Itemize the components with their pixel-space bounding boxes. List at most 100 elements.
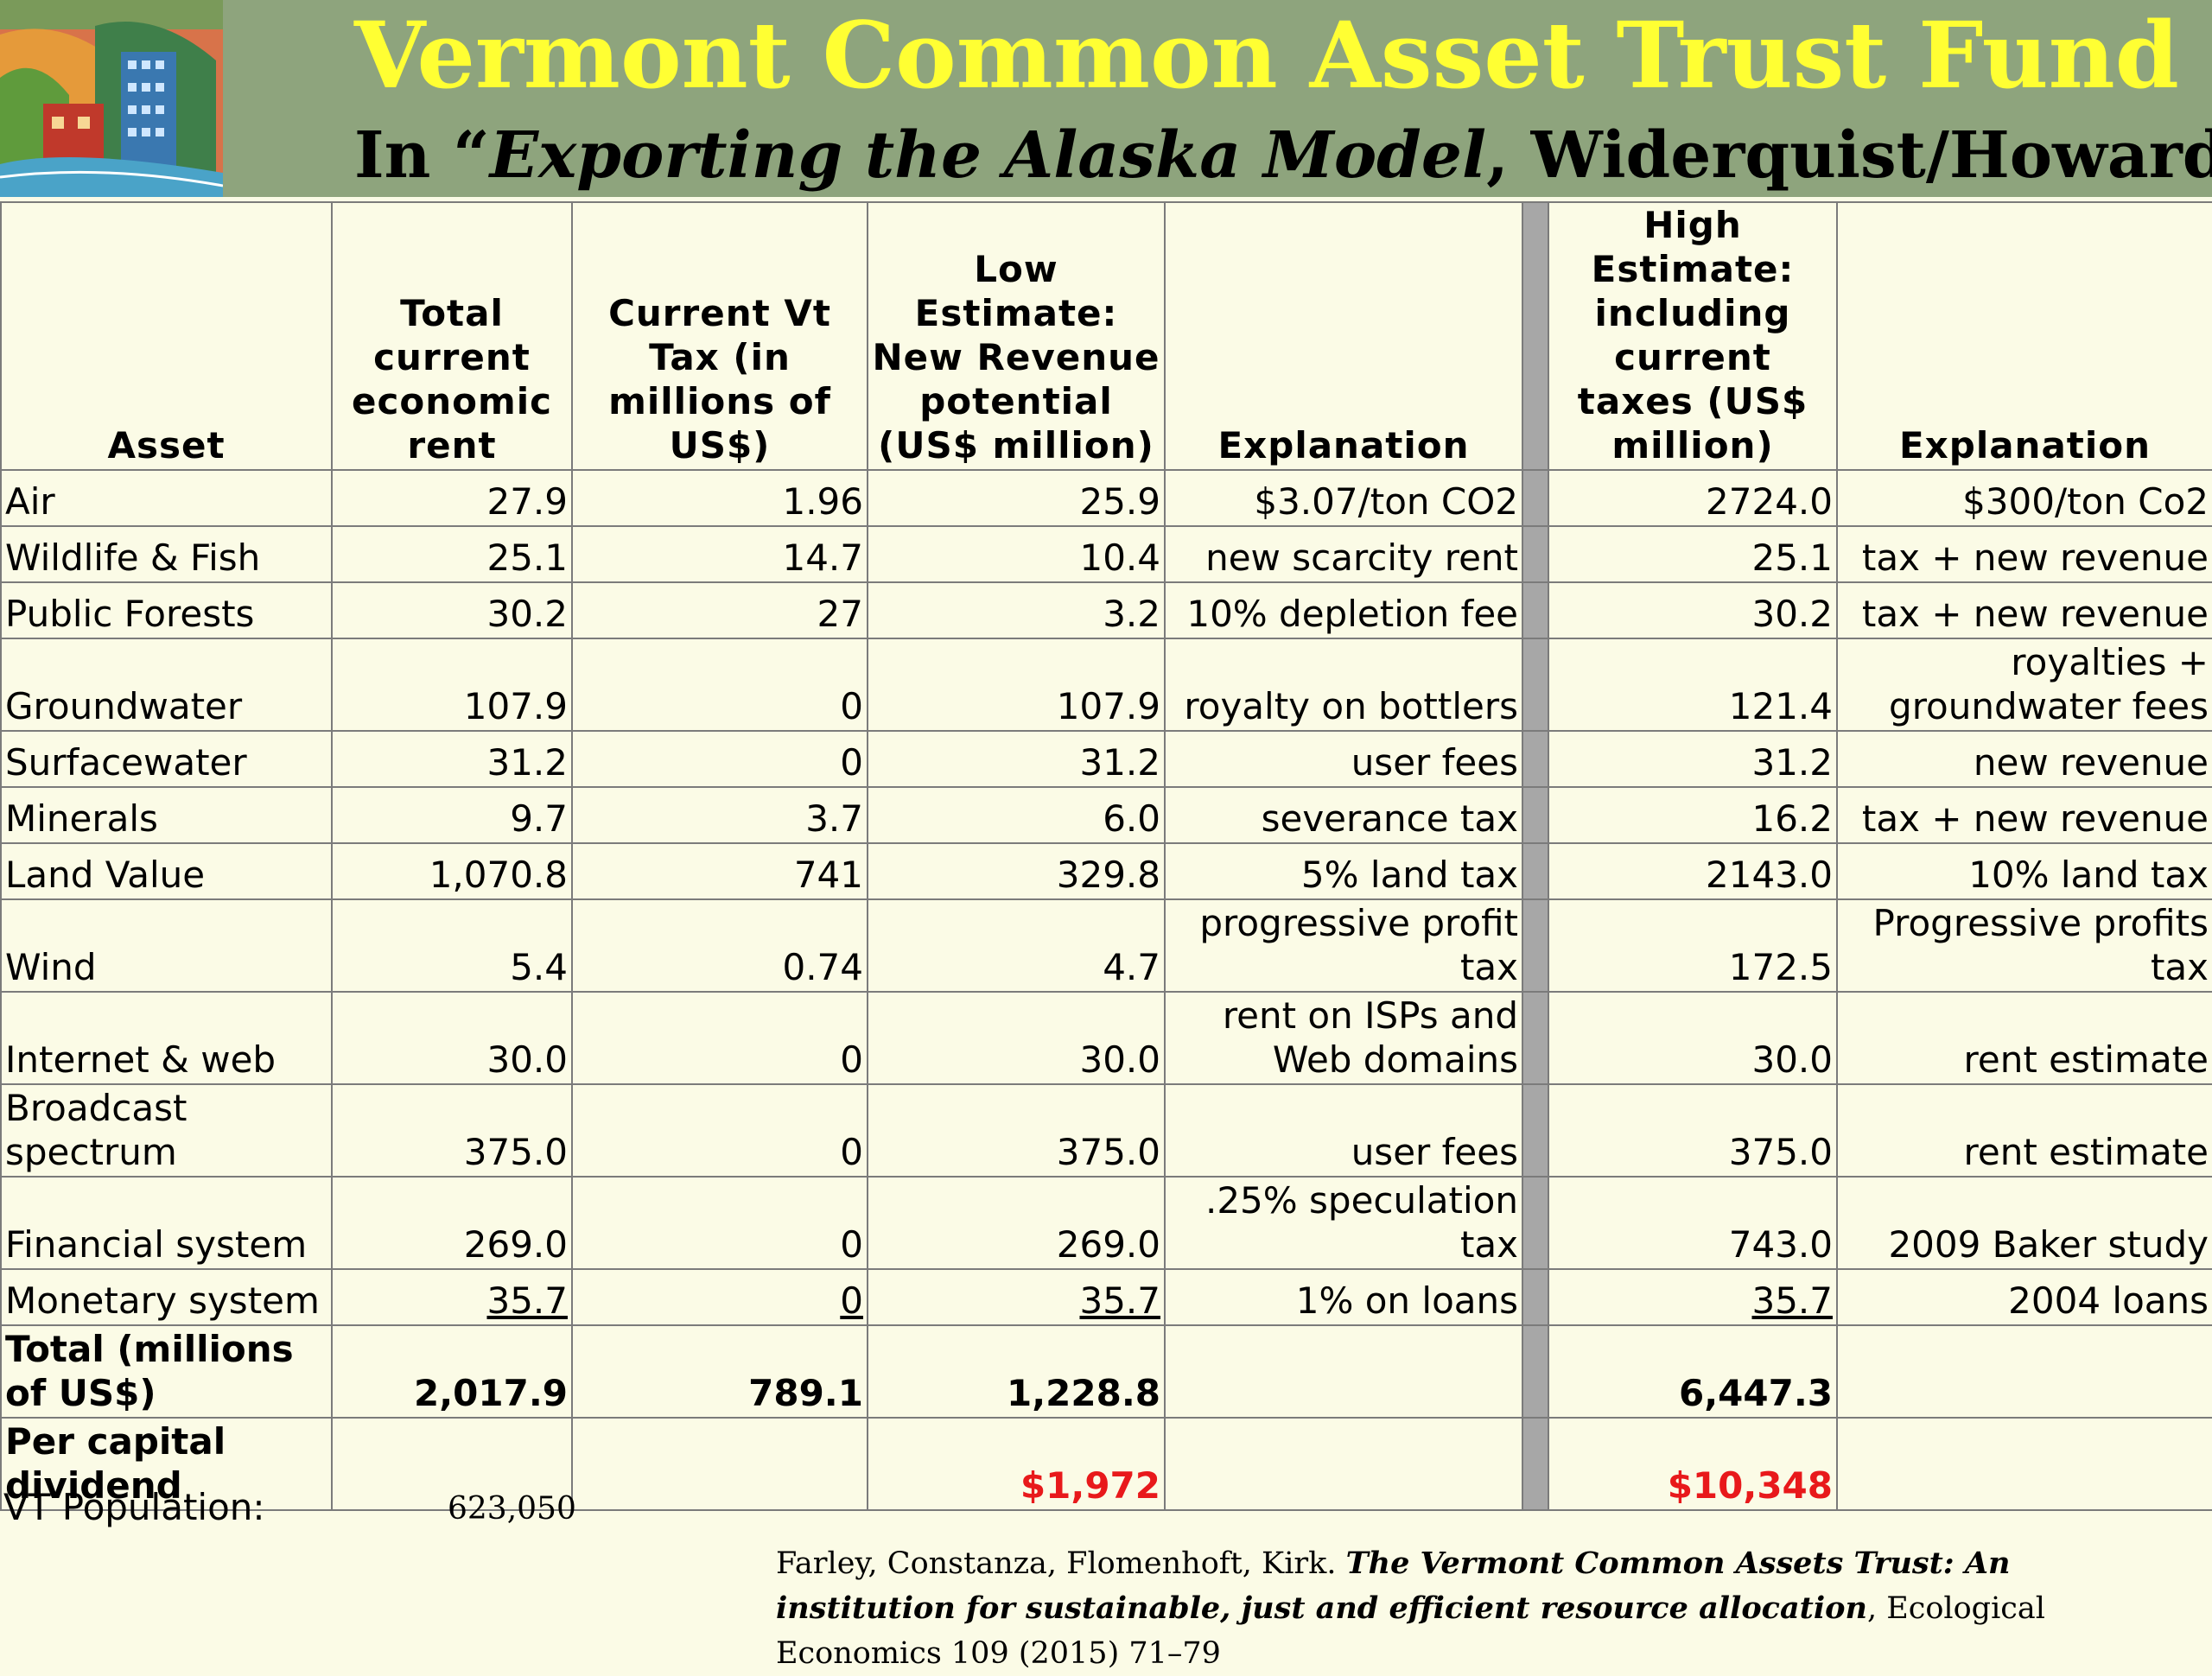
tax-cell: 0 — [571, 991, 868, 1085]
table-row: Financial system 269.0 0 269.0 .25% spec… — [0, 1176, 2212, 1270]
low-explanation-cell: user fees — [1164, 1083, 1523, 1178]
tax-cell: 0 — [571, 638, 868, 732]
column-separator — [1522, 842, 1549, 900]
table-row: Surfacewater 31.2 0 31.2 user fees 31.2 … — [0, 730, 2212, 788]
low-explanation-cell: 10% depletion fee — [1164, 581, 1523, 639]
table-row: Minerals 9.7 3.7 6.0 severance tax 16.2 … — [0, 786, 2212, 844]
high-estimate-cell: 35.7 — [1548, 1268, 1838, 1326]
column-header: High Estimate: including current taxes (… — [1548, 201, 1838, 471]
rent-cell: 27.9 — [331, 469, 573, 527]
tax-cell: 27 — [571, 581, 868, 639]
high-explanation-cell: 2009 Baker study — [1836, 1176, 2212, 1270]
column-separator — [1522, 525, 1549, 583]
total-row: Total (millions of US$) 2,017.9 789.1 1,… — [0, 1324, 2212, 1419]
high-estimate-cell: 375.0 — [1548, 1083, 1838, 1178]
low-estimate-cell: 329.8 — [867, 842, 1166, 900]
column-header: Asset — [0, 201, 333, 471]
low-estimate-cell: 269.0 — [867, 1176, 1166, 1270]
high-estimate-cell: 30.2 — [1548, 581, 1838, 639]
total-low-explanation — [1164, 1324, 1523, 1419]
rent-cell: 269.0 — [331, 1176, 573, 1270]
high-explanation-cell: rent estimate — [1836, 1083, 2212, 1178]
high-estimate-cell: 743.0 — [1548, 1176, 1838, 1270]
total-high-explanation — [1836, 1324, 2212, 1419]
tax-cell: 1.96 — [571, 469, 868, 527]
high-estimate-cell: 172.5 — [1548, 898, 1838, 993]
low-estimate-cell: 25.9 — [867, 469, 1166, 527]
column-separator — [1522, 991, 1549, 1085]
high-explanation-cell: tax + new revenue — [1836, 581, 2212, 639]
tax-cell: 741 — [571, 842, 868, 900]
dividend-tax — [571, 1417, 868, 1511]
low-estimate-cell: 3.2 — [867, 581, 1166, 639]
low-estimate-cell: 107.9 — [867, 638, 1166, 732]
high-explanation-cell: royalties + groundwater fees — [1836, 638, 2212, 732]
total-high-estimate: 6,447.3 — [1548, 1324, 1838, 1419]
high-explanation-cell: $300/ton Co2 — [1836, 469, 2212, 527]
column-header: Explanation — [1836, 201, 2212, 471]
low-explanation-cell: rent on ISPs and Web domains — [1164, 991, 1523, 1085]
dividend-rent — [331, 1417, 573, 1511]
asset-table: Asset Total current economic rent Curren… — [0, 201, 2212, 1511]
low-explanation-cell: new scarcity rent — [1164, 525, 1523, 583]
subtitle-prefix: In “ — [354, 118, 490, 193]
table-row: Internet & web 30.0 0 30.0 rent on ISPs … — [0, 991, 2212, 1085]
population-value: 623,050 — [448, 1491, 576, 1527]
rent-cell: 31.2 — [331, 730, 573, 788]
column-separator — [1522, 786, 1549, 844]
page-title: Vermont Common Asset Trust Fund — [354, 1, 2179, 109]
rent-cell: 35.7 — [331, 1268, 573, 1326]
total-low-estimate: 1,228.8 — [867, 1324, 1166, 1419]
low-estimate-cell: 6.0 — [867, 786, 1166, 844]
low-explanation-cell: 1% on loans — [1164, 1268, 1523, 1326]
table-row: Air 27.9 1.96 25.9 $3.07/ton CO2 2724.0 … — [0, 469, 2212, 527]
column-separator — [1522, 201, 1549, 471]
population-label: VT Population: — [3, 1486, 265, 1528]
high-estimate-cell: 16.2 — [1548, 786, 1838, 844]
high-explanation-cell: new revenue — [1836, 730, 2212, 788]
subtitle-italic: Exporting the Alaska Model — [489, 118, 1487, 193]
low-estimate-cell: 4.7 — [867, 898, 1166, 993]
tax-cell: 0 — [571, 1268, 868, 1326]
citation-authors: Farley, Constanza, Flomenhoft, Kirk. — [776, 1546, 1346, 1581]
column-separator — [1522, 1268, 1549, 1326]
asset-cell: Air — [0, 469, 333, 527]
column-separator — [1522, 1083, 1549, 1178]
table-row: Monetary system 35.7 0 35.7 1% on loans … — [0, 1268, 2212, 1326]
tax-cell: 0 — [571, 730, 868, 788]
high-explanation-cell: tax + new revenue — [1836, 525, 2212, 583]
dividend-low-estimate: $1,972 — [867, 1417, 1166, 1511]
page-subtitle: In “Exporting the Alaska Model, Widerqui… — [354, 114, 2212, 197]
dividend-high-explanation — [1836, 1417, 2212, 1511]
total-label: Total (millions of US$) — [0, 1324, 333, 1419]
citation: Farley, Constanza, Flomenhoft, Kirk. The… — [776, 1541, 2193, 1676]
table-row: Wildlife & Fish 25.1 14.7 10.4 new scarc… — [0, 525, 2212, 583]
high-explanation-cell: rent estimate — [1836, 991, 2212, 1085]
column-separator — [1522, 638, 1549, 732]
logo — [0, 0, 223, 197]
table-row: Wind 5.4 0.74 4.7 progressive profit tax… — [0, 898, 2212, 993]
high-estimate-cell: 31.2 — [1548, 730, 1838, 788]
column-separator — [1522, 581, 1549, 639]
rent-cell: 5.4 — [331, 898, 573, 993]
total-rent: 2,017.9 — [331, 1324, 573, 1419]
subtitle-suffix: , Widerquist/Howard — [1486, 118, 2212, 193]
table-row: Public Forests 30.2 27 3.2 10% depletion… — [0, 581, 2212, 639]
header-banner: Vermont Common Asset Trust Fund In “Expo… — [0, 0, 2212, 197]
low-explanation-cell: severance tax — [1164, 786, 1523, 844]
table-row: Broadcast spectrum 375.0 0 375.0 user fe… — [0, 1083, 2212, 1178]
column-separator — [1522, 730, 1549, 788]
low-estimate-cell: 35.7 — [867, 1268, 1166, 1326]
low-explanation-cell: royalty on bottlers — [1164, 638, 1523, 732]
high-estimate-cell: 30.0 — [1548, 991, 1838, 1085]
high-explanation-cell: tax + new revenue — [1836, 786, 2212, 844]
low-explanation-cell: $3.07/ton CO2 — [1164, 469, 1523, 527]
asset-cell: Internet & web — [0, 991, 333, 1085]
total-tax: 789.1 — [571, 1324, 868, 1419]
tax-cell: 14.7 — [571, 525, 868, 583]
high-explanation-cell: Progressive profits tax — [1836, 898, 2212, 993]
tax-cell: 0 — [571, 1083, 868, 1178]
high-estimate-cell: 2143.0 — [1548, 842, 1838, 900]
asset-cell: Monetary system — [0, 1268, 333, 1326]
asset-cell: Surfacewater — [0, 730, 333, 788]
